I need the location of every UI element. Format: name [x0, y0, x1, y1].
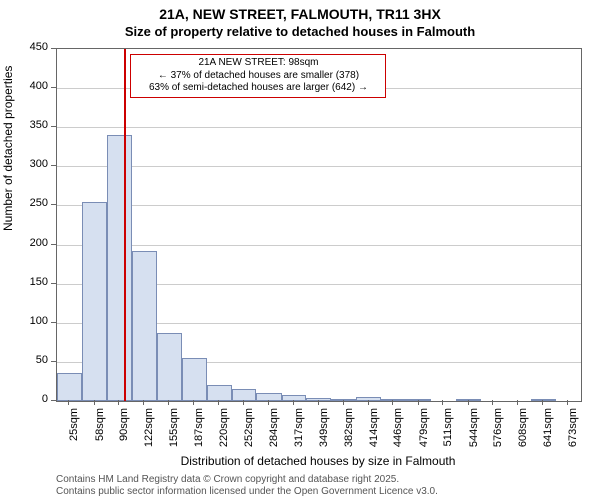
x-tick-mark: [567, 400, 568, 405]
y-tick-label: 0: [16, 393, 48, 405]
y-axis-label: Number of detached properties: [1, 215, 15, 231]
x-tick-mark: [193, 400, 194, 405]
histogram-bar: [107, 135, 132, 401]
chart-container: 21A, NEW STREET, FALMOUTH, TR11 3HX Size…: [0, 0, 600, 500]
histogram-bar: [157, 333, 182, 401]
x-tick-mark: [143, 400, 144, 405]
y-tick-label: 400: [16, 80, 48, 92]
x-tick-label: 641sqm: [542, 408, 554, 458]
x-tick-mark: [542, 400, 543, 405]
x-tick-mark: [442, 400, 443, 405]
histogram-bar: [381, 399, 406, 401]
x-tick-mark: [492, 400, 493, 405]
x-tick-label: 349sqm: [318, 408, 330, 458]
histogram-bar: [531, 399, 556, 401]
y-tick-mark: [51, 361, 56, 362]
annotation-line3: 63% of semi-detached houses are larger (…: [135, 82, 381, 95]
chart-subtitle: Size of property relative to detached ho…: [0, 24, 600, 39]
y-tick-mark: [51, 400, 56, 401]
reference-line: [124, 49, 126, 401]
x-tick-label: 284sqm: [268, 408, 280, 458]
x-tick-mark: [268, 400, 269, 405]
y-tick-mark: [51, 48, 56, 49]
x-tick-mark: [218, 400, 219, 405]
x-tick-mark: [368, 400, 369, 405]
x-tick-label: 90sqm: [118, 408, 130, 458]
x-tick-label: 511sqm: [442, 408, 454, 458]
x-tick-label: 187sqm: [193, 408, 205, 458]
y-tick-label: 300: [16, 158, 48, 170]
gridline: [57, 245, 581, 246]
x-tick-mark: [243, 400, 244, 405]
footer-line2: Contains public sector information licen…: [56, 486, 438, 498]
gridline: [57, 127, 581, 128]
y-tick-mark: [51, 126, 56, 127]
x-tick-label: 414sqm: [368, 408, 380, 458]
y-tick-mark: [51, 204, 56, 205]
x-tick-label: 252sqm: [243, 408, 255, 458]
x-tick-label: 220sqm: [218, 408, 230, 458]
y-tick-mark: [51, 165, 56, 166]
y-tick-label: 350: [16, 119, 48, 131]
annotation-line2: ← 37% of detached houses are smaller (37…: [135, 70, 381, 83]
x-tick-mark: [343, 400, 344, 405]
y-tick-label: 100: [16, 315, 48, 327]
x-tick-label: 479sqm: [418, 408, 430, 458]
chart-title: 21A, NEW STREET, FALMOUTH, TR11 3HX: [0, 6, 600, 22]
histogram-bar: [57, 373, 82, 401]
x-tick-label: 608sqm: [517, 408, 529, 458]
x-tick-label: 58sqm: [94, 408, 106, 458]
plot-area: [56, 48, 582, 402]
histogram-bar: [132, 251, 157, 401]
y-tick-label: 450: [16, 41, 48, 53]
x-tick-mark: [68, 400, 69, 405]
y-tick-mark: [51, 283, 56, 284]
footer-line1: Contains HM Land Registry data © Crown c…: [56, 474, 438, 486]
y-tick-mark: [51, 244, 56, 245]
x-tick-mark: [94, 400, 95, 405]
y-tick-mark: [51, 87, 56, 88]
histogram-bar: [182, 358, 207, 401]
gridline: [57, 166, 581, 167]
y-tick-mark: [51, 322, 56, 323]
x-tick-label: 382sqm: [343, 408, 355, 458]
x-tick-label: 576sqm: [492, 408, 504, 458]
x-tick-label: 155sqm: [168, 408, 180, 458]
x-tick-label: 122sqm: [143, 408, 155, 458]
x-tick-label: 446sqm: [392, 408, 404, 458]
y-tick-label: 200: [16, 237, 48, 249]
x-tick-mark: [168, 400, 169, 405]
x-tick-label: 25sqm: [68, 408, 80, 458]
gridline: [57, 205, 581, 206]
footer-attribution: Contains HM Land Registry data © Crown c…: [56, 474, 438, 498]
x-tick-mark: [392, 400, 393, 405]
y-tick-label: 250: [16, 197, 48, 209]
x-tick-mark: [293, 400, 294, 405]
x-tick-mark: [418, 400, 419, 405]
annotation-line1: 21A NEW STREET: 98sqm: [135, 57, 381, 70]
x-tick-mark: [517, 400, 518, 405]
x-tick-mark: [118, 400, 119, 405]
y-tick-label: 50: [16, 354, 48, 366]
x-tick-label: 317sqm: [293, 408, 305, 458]
x-tick-label: 673sqm: [567, 408, 579, 458]
x-tick-mark: [468, 400, 469, 405]
x-tick-label: 544sqm: [468, 408, 480, 458]
annotation-box: 21A NEW STREET: 98sqm← 37% of detached h…: [130, 54, 386, 98]
x-tick-mark: [318, 400, 319, 405]
histogram-bar: [256, 393, 281, 401]
histogram-bar: [82, 202, 107, 401]
histogram-bar: [207, 385, 232, 401]
y-tick-label: 150: [16, 276, 48, 288]
